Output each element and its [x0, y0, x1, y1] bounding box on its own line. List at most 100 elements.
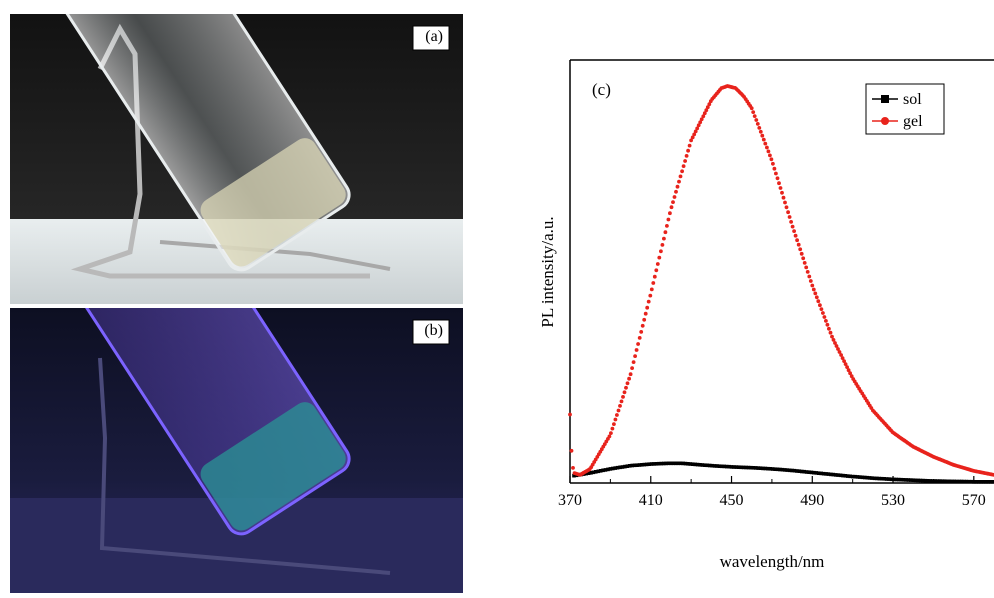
point-sol-88 — [785, 468, 789, 472]
point-sol-25 — [632, 463, 637, 468]
point-sol-141 — [913, 478, 918, 483]
point-gel-140 — [780, 190, 784, 195]
point-sol-107 — [831, 472, 836, 477]
point-gel-70 — [674, 189, 678, 194]
point-gel-123 — [754, 118, 759, 122]
point-gel-29 — [612, 422, 616, 426]
x-tick-label-450: 450 — [720, 492, 744, 509]
point-sol-99 — [812, 470, 816, 475]
legend-marker-gel — [881, 117, 889, 125]
point-gel-92 — [707, 102, 712, 107]
point-gel-162 — [813, 291, 818, 296]
point-sol-65 — [729, 465, 734, 469]
point-sol-123 — [870, 476, 874, 480]
point-gel-32 — [616, 408, 621, 413]
point-gel-165 — [818, 303, 822, 308]
point-sol-129 — [884, 477, 889, 481]
point-sol-18 — [615, 465, 620, 470]
panel-c-label: (c) — [592, 80, 611, 99]
point-sol-97 — [807, 470, 811, 474]
point-gel-48 — [640, 323, 645, 328]
legend-box — [865, 83, 945, 135]
point-sol-8 — [591, 470, 596, 475]
point-gel-148 — [792, 229, 796, 234]
point-gel-132 — [768, 153, 772, 158]
point-sol-148 — [930, 479, 935, 483]
point-sol-127 — [879, 476, 884, 481]
point-sol-130 — [887, 477, 891, 481]
point-gel-42 — [631, 360, 636, 364]
point-sol-105 — [826, 472, 831, 476]
point-sol-139 — [909, 478, 913, 482]
point-sol-92 — [795, 469, 799, 473]
point-gel-83 — [693, 129, 698, 134]
point-sol-46 — [683, 461, 688, 466]
point-gel-160 — [810, 283, 815, 288]
point-gel-127 — [760, 133, 765, 138]
point-sol-167 — [976, 480, 981, 484]
point-gel-44 — [634, 348, 639, 352]
point-gel-144 — [786, 210, 790, 215]
point-sol-24 — [630, 463, 634, 468]
point-sol-170 — [984, 480, 988, 484]
point-sol-124 — [872, 476, 877, 481]
point-sol-155 — [947, 479, 952, 484]
series-sol — [572, 461, 994, 484]
point-gel-35 — [621, 395, 625, 399]
point-sol-67 — [734, 465, 739, 469]
point-sol-29 — [642, 462, 647, 467]
point-sol-11 — [598, 469, 603, 473]
point-gel-171 — [827, 326, 831, 331]
point-sol-19 — [618, 465, 622, 470]
point-gel-182 — [843, 362, 848, 366]
point-sol-93 — [797, 469, 802, 473]
x-tick-label-410: 410 — [639, 492, 663, 509]
point-gel-84 — [695, 126, 700, 131]
point-gel-185 — [848, 371, 852, 376]
point-gel-143 — [784, 205, 789, 210]
point-sol-111 — [841, 473, 845, 478]
point-sol-5 — [584, 471, 588, 476]
point-sol-172 — [989, 480, 993, 484]
vial-uv-image — [10, 308, 463, 593]
point-gel-59 — [657, 255, 662, 260]
point-gel-136 — [774, 171, 778, 176]
point-gel-88 — [701, 114, 706, 119]
point-sol-152 — [940, 479, 945, 483]
point-gel-130 — [765, 145, 769, 150]
point-sol-74 — [751, 466, 756, 470]
point-gel-77 — [684, 154, 689, 158]
point-sol-56 — [707, 463, 712, 468]
point-sol-118 — [858, 475, 862, 479]
point-sol-75 — [754, 466, 758, 470]
point-sol-117 — [855, 475, 860, 479]
point-sol-113 — [846, 474, 850, 478]
panel-a-tag-box — [412, 25, 450, 51]
legend-label-gel: gel — [903, 113, 923, 130]
point-sol-98 — [809, 470, 814, 475]
point-sol-153 — [942, 479, 947, 483]
point-gel-147 — [790, 224, 795, 229]
point-sol-35 — [657, 461, 661, 466]
point-gel-72 — [677, 179, 681, 184]
point-gel-36 — [622, 390, 627, 395]
point-sol-17 — [613, 466, 617, 470]
point-gel-80 — [689, 138, 693, 143]
point-gel-167 — [821, 311, 825, 315]
point-gel-87 — [699, 117, 704, 122]
point-gel-54 — [649, 287, 654, 292]
point-sol-135 — [899, 477, 903, 482]
point-sol-95 — [802, 469, 806, 474]
point-sol-40 — [669, 461, 673, 466]
point-gel-139 — [778, 186, 783, 190]
point-sol-171 — [986, 480, 991, 484]
point-gel-63 — [663, 230, 668, 235]
point-gel-145 — [787, 215, 792, 219]
point-gel-64 — [665, 224, 669, 228]
point-sol-140 — [911, 478, 915, 482]
point-sol-78 — [761, 466, 765, 471]
x-tick-label-530: 530 — [881, 492, 905, 509]
point-sol-55 — [705, 463, 710, 468]
point-gel-142 — [783, 200, 787, 205]
